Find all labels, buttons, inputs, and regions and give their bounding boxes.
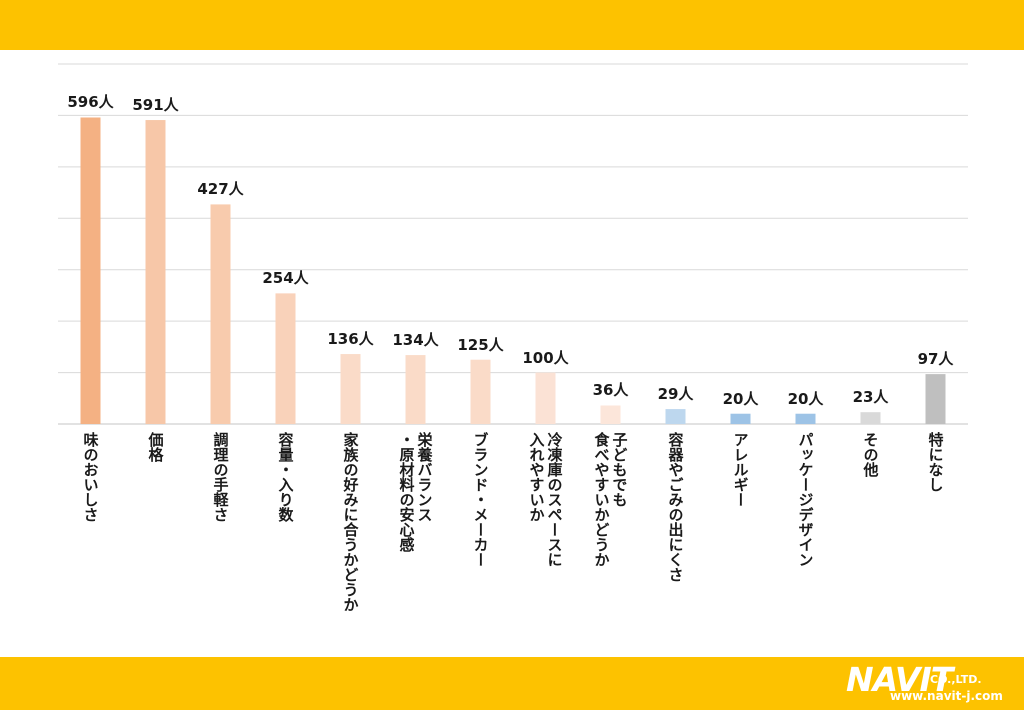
bar <box>210 204 231 424</box>
data-label: 136人 <box>327 330 374 349</box>
bar <box>405 355 426 424</box>
bar <box>535 372 556 424</box>
category-label: 子どもでも 食べやすいかどうか <box>592 432 629 567</box>
category-label: その他 <box>861 432 880 477</box>
data-label: 254人 <box>262 269 309 288</box>
navit-logo: NAVIT <box>846 660 953 699</box>
bar-chart <box>58 63 968 425</box>
data-label: 591人 <box>132 96 179 115</box>
category-label: 容量・入り数 <box>276 432 295 522</box>
data-label: 427人 <box>197 180 244 199</box>
data-label: 23人 <box>852 388 889 407</box>
logo-url: www.navit-j.com <box>890 689 1003 703</box>
bar <box>470 359 491 424</box>
gridlines <box>58 63 968 425</box>
bar <box>665 409 686 424</box>
category-label: 冷凍庫のスペースに 入れやすいか <box>527 432 564 567</box>
category-label: 容器やごみの出にくさ <box>666 432 685 582</box>
data-label: 20人 <box>787 389 824 408</box>
category-label: 調理の手軽さ <box>211 432 230 522</box>
data-label: 97人 <box>917 350 954 369</box>
data-label: 125人 <box>457 335 504 354</box>
data-label: 29人 <box>657 385 694 404</box>
category-label: ブランド・メーカー <box>471 432 490 567</box>
data-label: 36人 <box>592 381 629 400</box>
data-label: 100人 <box>522 348 569 367</box>
bars <box>80 117 946 425</box>
bar <box>925 374 946 424</box>
bar <box>795 413 816 424</box>
bar <box>860 412 881 424</box>
bottom-band <box>0 657 1024 710</box>
bar <box>600 405 621 424</box>
category-label: 味のおいしさ <box>81 432 100 522</box>
bar <box>340 354 361 424</box>
category-label: 栄養バランス ・原材料の安心感 <box>397 432 434 552</box>
bar <box>80 117 101 424</box>
logo-company-suffix: CO.,LTD. <box>930 673 982 686</box>
data-label: 134人 <box>392 331 439 350</box>
top-band <box>0 0 1024 50</box>
data-label: 596人 <box>67 93 114 112</box>
category-label: アレルギー <box>731 432 750 507</box>
data-label: 20人 <box>722 389 759 408</box>
category-label: 価格 <box>146 432 165 462</box>
category-label: 特になし <box>926 432 945 492</box>
bar <box>145 120 166 425</box>
category-label: 家族の好みに合うかどうか <box>341 432 360 612</box>
bar <box>730 413 751 424</box>
category-label: パッケージデザイン <box>796 432 815 567</box>
bar <box>275 293 296 424</box>
